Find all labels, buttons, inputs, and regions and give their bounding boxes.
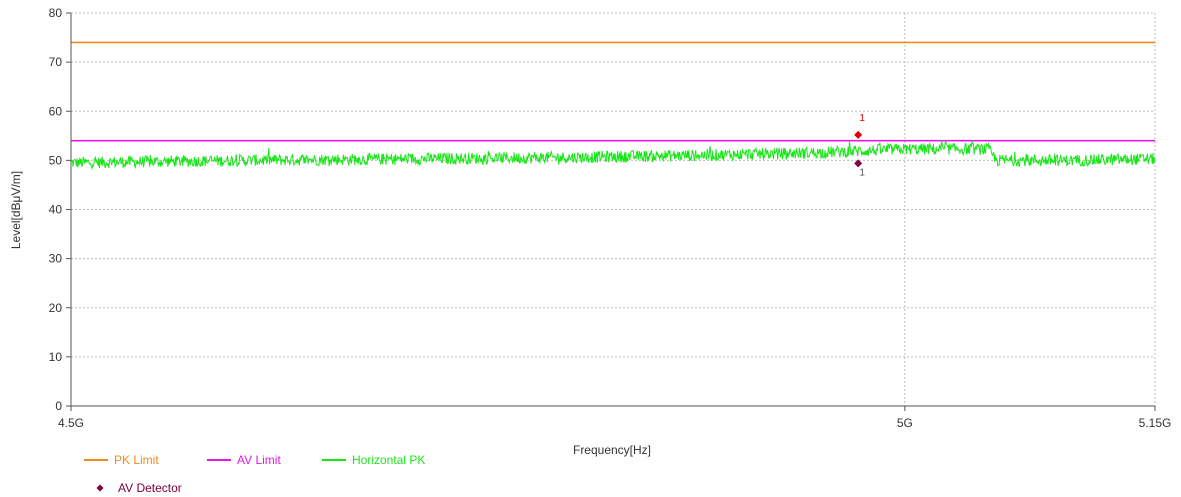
y-tick-label: 20 bbox=[49, 301, 63, 315]
legend-label: AV Detector bbox=[118, 481, 182, 495]
y-tick-label: 40 bbox=[49, 203, 63, 217]
marker-av-detector bbox=[854, 159, 863, 168]
y-axis-title: Level[dBμV/m] bbox=[9, 171, 23, 249]
y-tick-label: 30 bbox=[49, 252, 63, 266]
legend: PK Limit AV Limit Horizontal PK AV Detector bbox=[84, 453, 425, 495]
x-axis-title: Frequency[Hz] bbox=[573, 443, 651, 457]
x-tick-label: 4.5G bbox=[58, 416, 84, 430]
marker-peak bbox=[854, 130, 863, 139]
series-line-horizontal-pk bbox=[70, 140, 1156, 170]
grid-lines bbox=[71, 12, 1156, 406]
legend-label: Horizontal PK bbox=[352, 453, 425, 467]
marker-number-label: 1 bbox=[859, 113, 865, 124]
y-tick-label: 70 bbox=[49, 55, 63, 69]
y-tick-label: 50 bbox=[49, 153, 63, 167]
legend-label: AV Limit bbox=[237, 453, 281, 467]
y-tick-label: 0 bbox=[55, 399, 62, 413]
tick-labels: 0 10 20 30 40 50 60 70 80 4.5G 5G 5.15G bbox=[49, 6, 1172, 430]
x-tick-label: 5G bbox=[897, 416, 913, 430]
marker-number-label: 1 bbox=[859, 167, 865, 178]
axes bbox=[66, 12, 1156, 411]
y-tick-label: 80 bbox=[49, 6, 63, 20]
legend-label: PK Limit bbox=[114, 453, 159, 467]
y-tick-label: 60 bbox=[49, 104, 63, 118]
x-tick-label: 5.15G bbox=[1139, 416, 1172, 430]
plot-area: 11 bbox=[70, 41, 1156, 178]
y-tick-label: 10 bbox=[49, 350, 63, 364]
legend-swatch bbox=[96, 484, 104, 492]
